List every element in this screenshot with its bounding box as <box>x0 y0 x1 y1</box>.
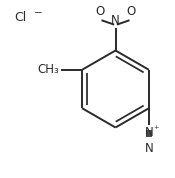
Text: Cl: Cl <box>14 11 26 24</box>
Text: N: N <box>145 142 153 155</box>
Text: O: O <box>95 5 104 18</box>
Text: CH₃: CH₃ <box>38 63 59 76</box>
Text: ⁺: ⁺ <box>153 125 159 135</box>
Text: −: − <box>34 8 43 18</box>
Text: N: N <box>145 126 153 139</box>
Text: N: N <box>111 14 120 27</box>
Text: O: O <box>127 5 136 18</box>
